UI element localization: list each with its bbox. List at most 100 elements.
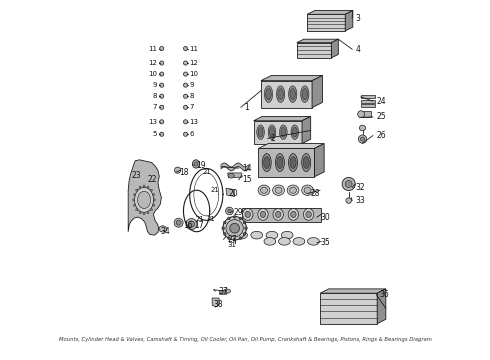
Ellipse shape xyxy=(289,154,297,172)
Ellipse shape xyxy=(183,94,188,98)
Ellipse shape xyxy=(239,237,242,239)
Ellipse shape xyxy=(262,154,271,172)
Polygon shape xyxy=(259,148,315,177)
Polygon shape xyxy=(254,121,302,144)
Text: 12: 12 xyxy=(190,60,198,66)
Polygon shape xyxy=(320,293,377,324)
Bar xyxy=(359,111,371,117)
Ellipse shape xyxy=(306,211,311,217)
Polygon shape xyxy=(320,289,386,293)
Text: 28: 28 xyxy=(311,189,320,198)
Ellipse shape xyxy=(302,185,314,195)
Ellipse shape xyxy=(264,157,270,168)
Ellipse shape xyxy=(275,211,281,217)
Ellipse shape xyxy=(346,198,351,203)
Ellipse shape xyxy=(136,209,138,211)
Ellipse shape xyxy=(303,157,309,168)
Text: 24: 24 xyxy=(376,96,386,105)
Polygon shape xyxy=(212,298,219,307)
Polygon shape xyxy=(261,76,322,81)
Ellipse shape xyxy=(304,187,311,193)
Polygon shape xyxy=(345,10,353,31)
Ellipse shape xyxy=(257,125,264,139)
Ellipse shape xyxy=(152,204,155,206)
Ellipse shape xyxy=(264,238,276,245)
Polygon shape xyxy=(261,81,312,108)
Text: 8: 8 xyxy=(190,93,194,99)
Ellipse shape xyxy=(359,125,366,131)
Text: 5: 5 xyxy=(152,131,157,137)
Text: 31: 31 xyxy=(227,242,236,248)
Ellipse shape xyxy=(174,218,183,227)
Text: 11: 11 xyxy=(190,45,199,51)
Text: 26: 26 xyxy=(376,131,386,140)
Polygon shape xyxy=(297,42,331,58)
Ellipse shape xyxy=(176,220,181,225)
Text: 12: 12 xyxy=(148,60,157,66)
Ellipse shape xyxy=(160,72,164,76)
Ellipse shape xyxy=(160,83,164,87)
Bar xyxy=(220,291,226,294)
Text: 9: 9 xyxy=(152,82,157,88)
Ellipse shape xyxy=(278,238,290,245)
Ellipse shape xyxy=(160,132,164,136)
Polygon shape xyxy=(307,10,353,14)
Ellipse shape xyxy=(243,221,246,224)
Ellipse shape xyxy=(183,120,188,124)
Text: 21: 21 xyxy=(207,216,216,222)
Ellipse shape xyxy=(147,212,149,214)
Ellipse shape xyxy=(139,186,141,188)
Ellipse shape xyxy=(245,227,247,230)
Ellipse shape xyxy=(301,86,309,103)
Ellipse shape xyxy=(290,187,296,193)
Text: 9: 9 xyxy=(190,82,194,88)
Ellipse shape xyxy=(302,154,311,172)
Ellipse shape xyxy=(276,86,285,103)
Ellipse shape xyxy=(226,220,243,237)
Ellipse shape xyxy=(148,177,152,180)
Ellipse shape xyxy=(160,61,164,65)
Ellipse shape xyxy=(288,208,298,220)
Ellipse shape xyxy=(302,89,308,100)
Ellipse shape xyxy=(135,188,153,212)
Ellipse shape xyxy=(223,233,226,235)
Ellipse shape xyxy=(281,231,293,239)
Text: 21: 21 xyxy=(210,187,220,193)
Ellipse shape xyxy=(183,105,188,109)
Ellipse shape xyxy=(133,194,136,195)
Text: 8: 8 xyxy=(152,93,157,99)
Text: 3: 3 xyxy=(356,14,361,23)
Ellipse shape xyxy=(222,227,224,230)
Ellipse shape xyxy=(153,199,155,201)
Ellipse shape xyxy=(293,127,297,137)
Ellipse shape xyxy=(139,212,141,214)
Ellipse shape xyxy=(243,208,253,220)
Polygon shape xyxy=(226,188,235,197)
Ellipse shape xyxy=(264,86,272,103)
Ellipse shape xyxy=(138,191,150,208)
Polygon shape xyxy=(377,289,386,324)
Text: 33: 33 xyxy=(356,196,366,205)
Ellipse shape xyxy=(272,185,284,195)
Ellipse shape xyxy=(287,185,299,195)
Bar xyxy=(361,95,374,99)
Ellipse shape xyxy=(291,125,298,139)
Polygon shape xyxy=(242,207,321,222)
Text: 37: 37 xyxy=(219,287,228,296)
Text: 29: 29 xyxy=(234,208,244,217)
Ellipse shape xyxy=(146,175,154,182)
Ellipse shape xyxy=(289,86,297,103)
Ellipse shape xyxy=(236,231,247,239)
Text: 10: 10 xyxy=(148,71,157,77)
Text: 19: 19 xyxy=(196,161,206,170)
Ellipse shape xyxy=(308,238,319,245)
Ellipse shape xyxy=(159,226,167,232)
Ellipse shape xyxy=(227,217,230,220)
Text: 34: 34 xyxy=(160,227,170,236)
Ellipse shape xyxy=(358,111,365,118)
Ellipse shape xyxy=(303,208,314,220)
Text: 17: 17 xyxy=(194,221,203,230)
Ellipse shape xyxy=(147,186,149,188)
Ellipse shape xyxy=(345,181,352,188)
Ellipse shape xyxy=(160,46,164,51)
